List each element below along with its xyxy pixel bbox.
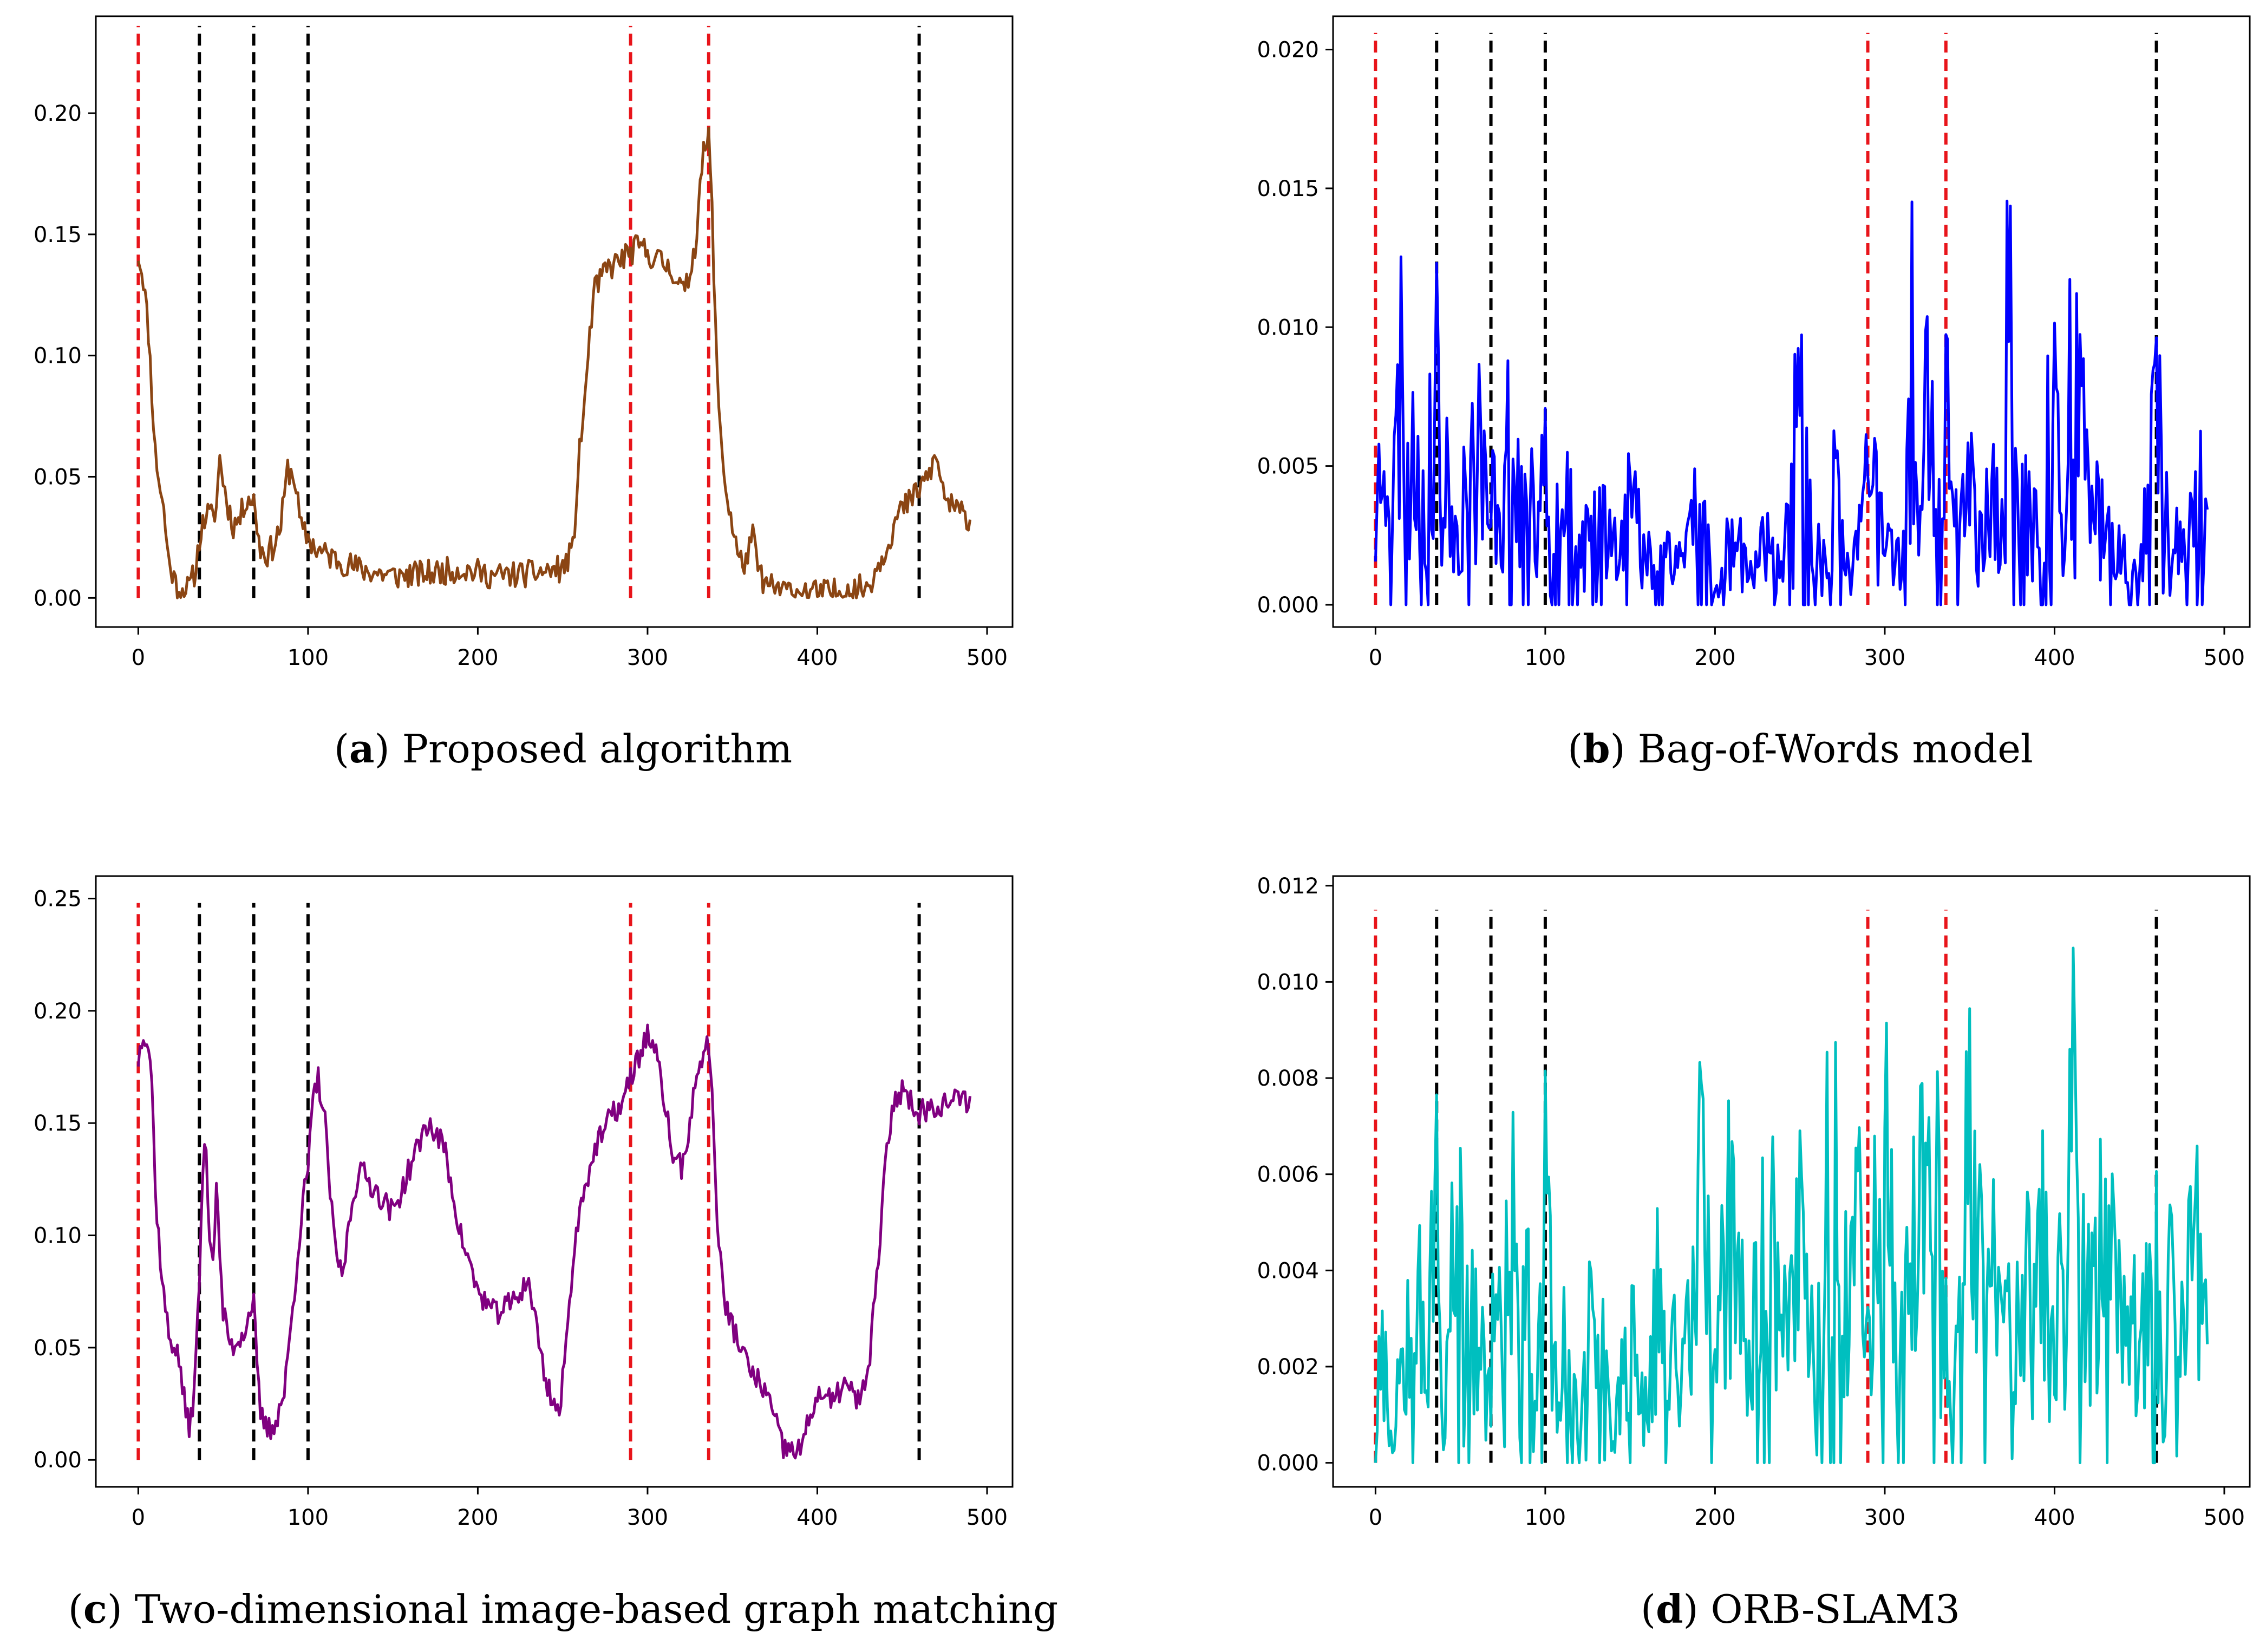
y-tick-label: 0.006 xyxy=(1257,1163,1319,1187)
x-tick-label: 300 xyxy=(1864,645,1905,670)
x-tick-label: 100 xyxy=(1525,1505,1566,1530)
y-tick-label: 0.000 xyxy=(1257,593,1319,618)
x-tick-label: 200 xyxy=(1694,1505,1735,1530)
caption-d: (d) ORB-SLAM3 xyxy=(1641,1586,1960,1632)
y-tick-label: 0.20 xyxy=(34,999,82,1024)
x-tick-label: 500 xyxy=(967,645,1008,670)
x-tick-label: 200 xyxy=(457,1505,498,1530)
y-tick-label: 0.010 xyxy=(1257,970,1319,995)
x-tick-label: 300 xyxy=(627,645,668,670)
y-tick-label: 0.012 xyxy=(1257,874,1319,899)
series-line xyxy=(1374,946,2209,1465)
y-tick-label: 0.005 xyxy=(1257,454,1319,479)
x-tick-label: 400 xyxy=(2034,1505,2075,1530)
y-tick-label: 0.05 xyxy=(34,1336,82,1361)
y-tick-label: 0.10 xyxy=(34,344,82,369)
axes-border xyxy=(95,875,1014,1488)
y-tick-label: 0.002 xyxy=(1257,1355,1319,1380)
caption-b: (b) Bag-of-Words model xyxy=(1568,726,2033,772)
x-tick-label: 0 xyxy=(132,1505,145,1530)
x-tick-label: 200 xyxy=(457,645,498,670)
series-line xyxy=(136,127,972,599)
x-tick-label: 100 xyxy=(288,645,329,670)
x-tick-label: 0 xyxy=(132,645,145,670)
x-tick-label: 400 xyxy=(2034,645,2075,670)
y-tick-label: 0.00 xyxy=(34,586,82,611)
y-tick-label: 0.10 xyxy=(34,1224,82,1249)
x-tick-label: 500 xyxy=(2204,645,2245,670)
x-tick-label: 0 xyxy=(1369,1505,1382,1530)
x-tick-label: 500 xyxy=(967,1505,1008,1530)
series-line xyxy=(136,1023,972,1460)
y-tick-label: 0.15 xyxy=(34,1111,82,1136)
y-tick-label: 0.004 xyxy=(1257,1258,1319,1283)
y-tick-label: 0.015 xyxy=(1257,177,1319,201)
y-tick-label: 0.020 xyxy=(1257,38,1319,63)
y-tick-label: 0.15 xyxy=(34,223,82,247)
x-tick-label: 500 xyxy=(2204,1505,2245,1530)
x-tick-label: 300 xyxy=(1864,1505,1905,1530)
x-tick-label: 200 xyxy=(1694,645,1735,670)
x-tick-label: 100 xyxy=(288,1505,329,1530)
axes-frame xyxy=(95,15,1014,628)
x-tick-label: 300 xyxy=(627,1505,668,1530)
y-tick-label: 0.25 xyxy=(34,886,82,911)
axes-border xyxy=(95,15,1014,628)
y-tick-label: 0.00 xyxy=(34,1448,82,1473)
y-tick-label: 0.010 xyxy=(1257,315,1319,340)
x-tick-label: 100 xyxy=(1525,645,1566,670)
series-line xyxy=(1374,199,2209,606)
y-tick-label: 0.008 xyxy=(1257,1066,1319,1091)
y-tick-label: 0.05 xyxy=(34,465,82,489)
x-tick-label: 400 xyxy=(796,1505,838,1530)
y-tick-label: 0.20 xyxy=(34,101,82,126)
y-tick-label: 0.000 xyxy=(1257,1451,1319,1476)
panel-c: 0 100 200 300 400 500 0.00 0.05 0.10 0.15 0.20 0.25 xyxy=(34,875,1014,1530)
axes-border xyxy=(1332,15,2251,628)
axes-border xyxy=(1332,875,2251,1488)
panel-d: 0 100 200 300 400 500 0.000 0.002 0.004 0.006 0.00… xyxy=(1257,874,2251,1530)
x-tick-label: 400 xyxy=(796,645,838,670)
panel-a: 0 100 200 300 400 500 0.00 0.05 0.10 0.15 0.20 xyxy=(34,15,1014,670)
axes-frame xyxy=(95,875,1014,1488)
caption-a: (a) Proposed algorithm xyxy=(334,726,792,772)
x-tick-label: 0 xyxy=(1369,645,1382,670)
caption-c: (c) Two-dimensional image-based graph ma… xyxy=(68,1586,1059,1632)
panel-b: 0 100 200 300 400 500 0.000 0.005 0.010 0.015 0.02… xyxy=(1257,15,2251,670)
